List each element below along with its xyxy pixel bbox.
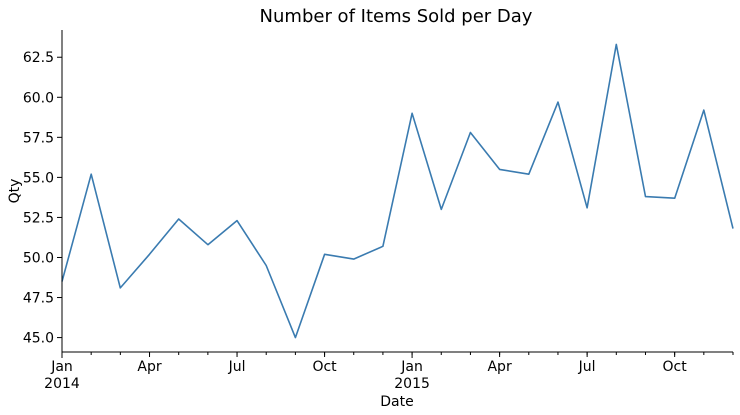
y-tick-label: 52.5: [23, 210, 54, 226]
y-ticks: 45.0 47.5 50.0 52.5 55.0 57.5 60.0 62.5: [23, 50, 62, 347]
x-tick-label: Jul: [228, 359, 246, 375]
x-tick-year-label: 2014: [44, 376, 80, 392]
x-axis-title: Date: [380, 394, 413, 410]
y-tick-label: 50.0: [23, 250, 54, 266]
chart-title: Number of Items Sold per Day: [260, 6, 533, 27]
y-tick-label: 57.5: [23, 130, 54, 146]
y-tick-label: 45.0: [23, 331, 54, 347]
y-axis-title: Qty: [7, 179, 23, 204]
x-tick-label: Apr: [137, 359, 161, 375]
x-tick-label: Apr: [487, 359, 511, 375]
x-tick-label: Oct: [312, 359, 337, 375]
x-tick-label: Jul: [578, 359, 596, 375]
x-tick-year-label: 2015: [394, 376, 430, 392]
y-tick-label: 47.5: [23, 291, 54, 307]
series-line: [61, 43, 734, 339]
y-tick-label: 60.0: [23, 90, 54, 106]
plot-area: [61, 43, 734, 339]
x-tick-label: Oct: [663, 359, 688, 375]
x-tick-label: Jan: [50, 359, 73, 375]
x-tick-label: Jan: [400, 359, 423, 375]
y-tick-label: 55.0: [23, 170, 54, 186]
y-tick-label: 62.5: [23, 50, 54, 66]
